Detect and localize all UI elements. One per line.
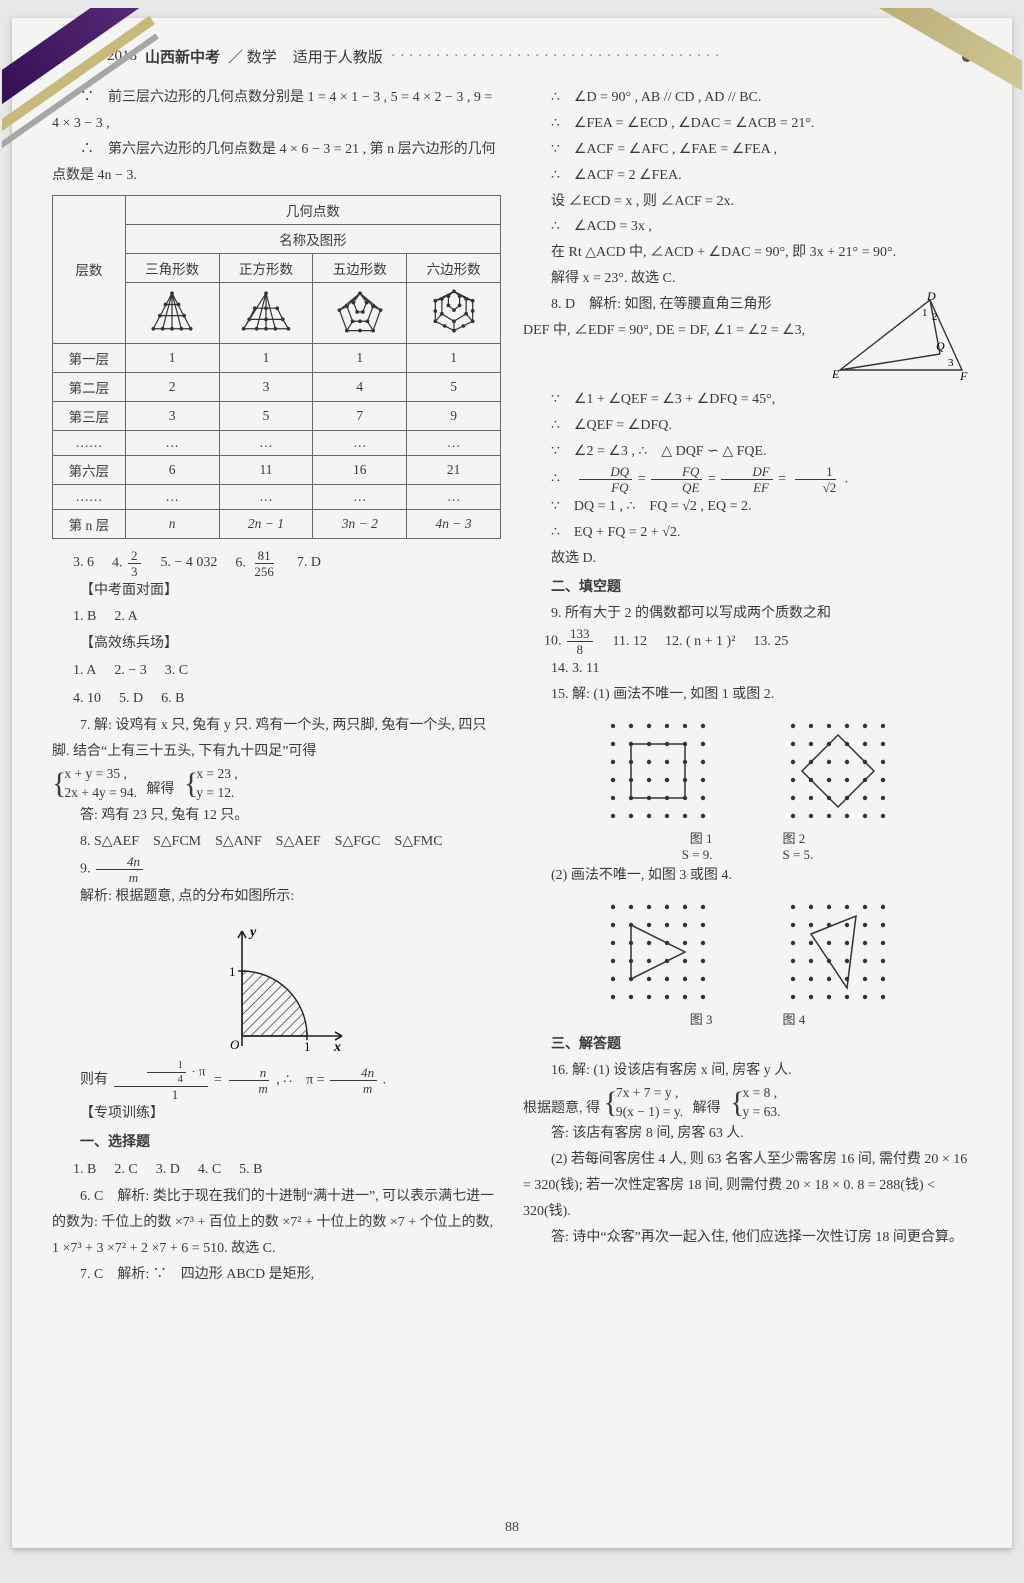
- row-4-label: ……: [53, 430, 126, 455]
- table-head-main: 几何点数: [125, 195, 500, 224]
- q9-explanation: 解析: 根据题意, 点的分布如图所示:: [52, 884, 501, 910]
- svg-text:D: D: [926, 292, 936, 303]
- svg-text:1: 1: [229, 964, 236, 979]
- page: 2018 山西新中考 ／ 数学 适用于人教版 ·················…: [12, 18, 1012, 1548]
- figure-1: [603, 716, 713, 826]
- q6c-text: 6. C 解析: 类比于现在我们的十进制“满十进一”, 可以表示满七进一的数为:…: [52, 1184, 501, 1262]
- content-columns: ∵ 前三层六边形的几何点数分别是 1 = 4 × 1 − 3 , 5 = 4 ×…: [52, 85, 972, 1288]
- col-square: 正方形数: [219, 253, 313, 282]
- section-select: 一、选择题: [52, 1130, 501, 1156]
- section-gxlbc: 【高效练兵场】: [52, 631, 501, 657]
- figures-3-4: [523, 897, 972, 1007]
- svg-text:Q: Q: [936, 339, 945, 353]
- q8-line: 8. S△AEF S△FCM S△ANF S△AEF S△FGC S△FMC: [52, 829, 501, 855]
- row-7-label: 第 n 层: [53, 509, 126, 538]
- svg-text:1: 1: [922, 307, 928, 319]
- q8-ratio: ∴ DQFQ = FQQE = DFEF = 1√2 .: [523, 465, 972, 494]
- q8-b3: ∵ ∠2 = ∠3 , ∴ △ DQF ∽ △ FQE.: [523, 439, 972, 465]
- row-2-label: 第二层: [53, 372, 126, 401]
- r-l5: 设 ∠ECD = x , 则 ∠ACF = 2x.: [523, 189, 972, 215]
- col-hexagon: 六边形数: [407, 253, 501, 282]
- corner-decoration-right: [852, 8, 1022, 128]
- quarter-circle-graph: 1 1 O x y: [202, 916, 352, 1056]
- header-edition: 适用于人教版: [293, 46, 383, 67]
- tkt-14: 14. 3. 11: [523, 656, 972, 682]
- r-l7: 在 Rt △ACD 中, ∠ACD + ∠DAC = 90°, 即 3x + 2…: [523, 240, 972, 266]
- q8-block: D E F Q 1 2 3 8. D 解析: 如图, 在等腰直角三角形 DEF …: [523, 292, 972, 344]
- r-l4: ∴ ∠ACF = 2 ∠FEA.: [523, 163, 972, 189]
- q15-1: 15. 解: (1) 画法不唯一, 如图 1 或图 2.: [523, 682, 972, 708]
- svg-text:2: 2: [932, 311, 938, 323]
- q9-line: 9. 4nm: [52, 855, 501, 884]
- q8-t2: ∴ EQ + FQ = 2 + √2.: [523, 520, 972, 546]
- q16-ans1: 答: 该店有客房 8 间, 房客 63 人.: [523, 1121, 972, 1147]
- col-pentagon: 五边形数: [313, 253, 407, 282]
- answers-after-table: 3. 6 4. 23 5. − 4 032 6. 81256 7. D: [52, 549, 501, 578]
- q16-1: 16. 解: (1) 设该店有客房 x 间, 房客 y 人.: [523, 1058, 972, 1084]
- figure-3: [603, 897, 713, 1007]
- pi-equation: 则有 14 · π 1 = nm , ∴ π = 4nm .: [52, 1060, 501, 1101]
- geometry-table: 层数 几何点数 名称及图形 三角形数 正方形数 五边形数 六边形数: [52, 195, 501, 539]
- svg-text:y: y: [248, 925, 257, 940]
- row-5-label: 第六层: [53, 455, 126, 484]
- figure-4: [783, 897, 893, 1007]
- q7c-text: 7. C 解析: ∵ 四边形 ABCD 是矩形,: [52, 1262, 501, 1288]
- col-triangle: 三角形数: [125, 253, 219, 282]
- q16-2: (2) 若每间客房住 4 人, 则 63 名客人至少需客房 16 间, 需付费 …: [523, 1147, 972, 1225]
- row-6-label: ……: [53, 484, 126, 509]
- q8-t3: 故选 D.: [523, 546, 972, 572]
- q8-t1: ∵ DQ = 1 , ∴ FQ = √2 , EQ = 2.: [523, 494, 972, 520]
- q7-text: 7. 解: 设鸡有 x 只, 兔有 y 只. 鸡有一个头, 两只脚, 兔有一个头…: [52, 713, 501, 765]
- left-column: ∵ 前三层六边形的几何点数分别是 1 = 4 × 1 − 3 , 5 = 4 ×…: [52, 85, 501, 1288]
- shape-pentagon: [313, 282, 407, 343]
- q16-ans2: 答: 诗中“众客”再次一起入住, 他们应选择一次性订房 18 间更合算。: [523, 1225, 972, 1251]
- q7-system: {x + y = 35 ,2x + 4y = 94. 解得 {x = 23 ,y…: [52, 765, 501, 803]
- shape-square: [219, 282, 313, 343]
- r-l8: 解得 x = 23°. 故选 C.: [523, 266, 972, 292]
- r-l3: ∵ ∠ACF = ∠AFC , ∠FAE = ∠FEA ,: [523, 137, 972, 163]
- row-1-label: 第一层: [53, 343, 126, 372]
- q16-system: 根据题意, 得 {7x + 7 = y ,9(x − 1) = y. 解得 {x…: [523, 1084, 972, 1122]
- svg-text:O: O: [230, 1037, 240, 1052]
- row-header-layer: 层数: [53, 195, 126, 343]
- header-subject: ／ 数学: [228, 46, 277, 67]
- q8-b2: ∴ ∠QEF = ∠DFQ.: [523, 413, 972, 439]
- section-solve: 三、解答题: [523, 1032, 972, 1058]
- page-header: 2018 山西新中考 ／ 数学 适用于人教版 ·················…: [107, 46, 972, 67]
- page-number: 88: [12, 1520, 1012, 1536]
- triangle-def-figure: D E F Q 1 2 3: [832, 292, 972, 387]
- svg-text:E: E: [832, 367, 840, 381]
- q8-b1: ∵ ∠1 + ∠QEF = ∠3 + ∠DFQ = 45°,: [523, 387, 972, 413]
- corner-decoration-left: [2, 8, 162, 148]
- q7-answer: 答: 鸡有 23 只, 兔有 12 只。: [52, 803, 501, 829]
- table-head-sub: 名称及图形: [125, 224, 500, 253]
- shape-triangle: [125, 282, 219, 343]
- svg-text:3: 3: [948, 357, 954, 369]
- section-fill: 二、填空题: [523, 575, 972, 601]
- figure-2: [783, 716, 893, 826]
- svg-text:F: F: [959, 369, 968, 383]
- right-column: ∴ ∠D = 90° , AB // CD , AD // BC. ∴ ∠FEA…: [523, 85, 972, 1288]
- figures-1-2: [523, 716, 972, 826]
- tkt-9: 9. 所有大于 2 的偶数都可以写成两个质数之和: [523, 601, 972, 627]
- row-3-label: 第三层: [53, 401, 126, 430]
- shape-hexagon: [407, 282, 501, 343]
- section-zkmdm: 【中考面对面】: [52, 578, 501, 604]
- r-l6: ∴ ∠ACD = 3x ,: [523, 214, 972, 240]
- q15-2: (2) 画法不唯一, 如图 3 或图 4.: [523, 863, 972, 889]
- svg-text:x: x: [333, 1040, 341, 1055]
- section-zxxl: 【专项训练】: [52, 1101, 501, 1127]
- svg-text:1: 1: [304, 1039, 311, 1054]
